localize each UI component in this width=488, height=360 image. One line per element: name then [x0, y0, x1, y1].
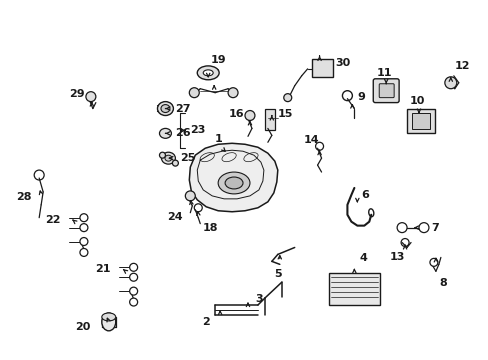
- Ellipse shape: [164, 155, 172, 161]
- Ellipse shape: [218, 172, 249, 194]
- Circle shape: [80, 248, 88, 256]
- Circle shape: [172, 160, 178, 166]
- Text: 9: 9: [357, 92, 365, 102]
- FancyBboxPatch shape: [379, 84, 393, 98]
- Circle shape: [86, 92, 96, 102]
- Circle shape: [129, 264, 137, 271]
- Text: 5: 5: [273, 269, 281, 279]
- Text: 22: 22: [45, 215, 61, 225]
- Text: 23: 23: [190, 125, 205, 135]
- Circle shape: [80, 214, 88, 222]
- Ellipse shape: [203, 70, 213, 76]
- Circle shape: [444, 77, 456, 89]
- Ellipse shape: [224, 177, 243, 189]
- Ellipse shape: [197, 66, 219, 80]
- FancyBboxPatch shape: [411, 113, 429, 129]
- Text: 27: 27: [175, 104, 190, 113]
- Circle shape: [129, 287, 137, 295]
- Text: 26: 26: [175, 129, 191, 138]
- Text: 12: 12: [454, 61, 469, 71]
- Text: 25: 25: [180, 153, 195, 163]
- Circle shape: [80, 224, 88, 231]
- Circle shape: [159, 152, 165, 158]
- Circle shape: [244, 111, 254, 121]
- Polygon shape: [189, 143, 277, 212]
- Circle shape: [396, 223, 406, 233]
- Text: 30: 30: [335, 58, 350, 68]
- Circle shape: [189, 88, 199, 98]
- Text: 17: 17: [204, 69, 220, 79]
- Text: 21: 21: [95, 264, 111, 274]
- Text: 7: 7: [430, 222, 438, 233]
- Text: 1: 1: [214, 134, 222, 144]
- Circle shape: [429, 258, 437, 266]
- Text: 18: 18: [202, 223, 217, 233]
- FancyBboxPatch shape: [372, 79, 398, 103]
- Text: 20: 20: [75, 322, 91, 332]
- Text: 11: 11: [376, 68, 391, 78]
- Text: 14: 14: [303, 135, 319, 145]
- FancyBboxPatch shape: [264, 109, 274, 130]
- Text: 16: 16: [228, 108, 244, 118]
- Text: 4: 4: [359, 253, 366, 264]
- Circle shape: [418, 223, 428, 233]
- Ellipse shape: [161, 105, 169, 113]
- Text: 6: 6: [361, 190, 368, 200]
- Circle shape: [185, 191, 195, 201]
- Ellipse shape: [102, 313, 116, 331]
- Text: 24: 24: [166, 212, 182, 222]
- Circle shape: [283, 94, 291, 102]
- Ellipse shape: [102, 313, 116, 321]
- Text: 3: 3: [254, 294, 262, 304]
- FancyBboxPatch shape: [311, 59, 333, 77]
- Text: 8: 8: [438, 278, 446, 288]
- Ellipse shape: [161, 152, 175, 164]
- Text: 10: 10: [408, 95, 424, 105]
- Text: 15: 15: [277, 109, 293, 118]
- Ellipse shape: [157, 102, 173, 116]
- Circle shape: [129, 298, 137, 306]
- FancyBboxPatch shape: [406, 109, 434, 133]
- Text: 13: 13: [388, 252, 404, 262]
- Ellipse shape: [159, 129, 171, 138]
- FancyBboxPatch shape: [328, 273, 380, 305]
- Text: 19: 19: [210, 55, 225, 65]
- Text: 28: 28: [16, 192, 31, 202]
- Text: 29: 29: [69, 89, 85, 99]
- Circle shape: [129, 273, 137, 281]
- Text: 2: 2: [202, 317, 210, 327]
- Circle shape: [227, 88, 238, 98]
- Circle shape: [80, 238, 88, 246]
